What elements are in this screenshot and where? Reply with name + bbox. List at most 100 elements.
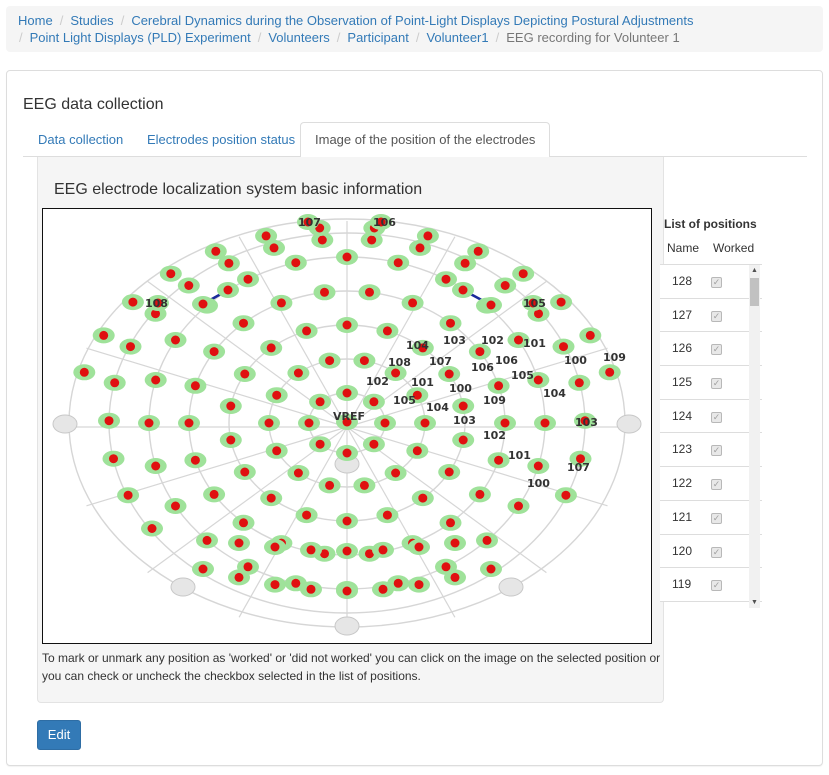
electrode-marker[interactable] <box>382 326 392 336</box>
worked-checkbox[interactable]: ✓ <box>711 411 722 423</box>
electrode-marker[interactable] <box>234 538 244 548</box>
electrode-marker[interactable] <box>414 542 424 552</box>
electrode-marker[interactable] <box>441 274 451 284</box>
electrode-marker[interactable] <box>342 417 352 427</box>
electrode-marker[interactable] <box>391 368 401 378</box>
breadcrumb-studies[interactable]: Studies <box>70 13 114 28</box>
tab-electrodes-position-status[interactable]: Electrodes position status <box>147 132 296 147</box>
electrode-marker[interactable] <box>393 258 403 268</box>
electrode-marker[interactable] <box>382 510 392 520</box>
electrode-marker[interactable] <box>272 390 282 400</box>
breadcrumb-volunteers[interactable]: Volunteers <box>268 30 330 45</box>
electrode-marker[interactable] <box>585 330 595 340</box>
electrode-marker[interactable] <box>500 281 510 290</box>
electrode-marker[interactable] <box>190 455 200 465</box>
electrode-marker[interactable] <box>79 367 89 377</box>
electrode-marker[interactable] <box>423 231 433 241</box>
electrode-marker[interactable] <box>144 418 154 428</box>
electrode-marker[interactable] <box>376 217 386 227</box>
electrode-marker[interactable] <box>342 388 352 398</box>
electrode-marker[interactable] <box>264 418 274 428</box>
electrode-marker[interactable] <box>412 390 422 400</box>
electrode-marker[interactable] <box>325 356 335 366</box>
electrode-map-image[interactable]: VREF 107 106 108 105 104 103 102 101 107 108 106 105… <box>42 208 652 644</box>
electrode-marker[interactable] <box>359 356 369 366</box>
worked-checkbox[interactable]: ✓ <box>711 512 722 524</box>
electrode-marker[interactable] <box>198 299 208 309</box>
electrode-marker[interactable] <box>317 235 327 245</box>
electrode-marker[interactable] <box>391 468 401 478</box>
electrode-marker[interactable] <box>412 446 422 456</box>
electrode-marker[interactable] <box>540 418 550 428</box>
electrode-marker[interactable] <box>234 572 244 582</box>
electrode-marker[interactable] <box>110 378 120 388</box>
electrode-marker[interactable] <box>211 246 221 256</box>
electrode-marker[interactable] <box>561 490 571 500</box>
electrode-marker[interactable] <box>342 516 352 526</box>
electrodes-group[interactable] <box>52 214 642 636</box>
electrode-marker[interactable] <box>494 455 504 465</box>
electrode-marker[interactable] <box>486 300 496 310</box>
electrode-marker[interactable] <box>494 381 504 391</box>
electrode-marker[interactable] <box>444 467 454 477</box>
electrode-marker[interactable] <box>151 461 161 471</box>
electrode-marker[interactable] <box>475 347 485 357</box>
electrode-marker[interactable] <box>190 381 200 391</box>
electrode-marker[interactable] <box>239 318 248 328</box>
reference-electrode[interactable] <box>52 414 78 434</box>
electrode-marker[interactable] <box>342 320 352 330</box>
electrode-marker[interactable] <box>415 243 425 253</box>
electrode-marker[interactable] <box>458 435 468 445</box>
electrode-marker[interactable] <box>171 335 180 345</box>
positions-list[interactable]: 128 ✓ 127 ✓ 126 ✓ 125 ✓ 124 ✓ 123 ✓ 122 ✓ 121 ✓ 120 ✓ 119 ✓ <box>660 264 762 608</box>
reference-electrode[interactable] <box>334 616 360 636</box>
electrode-marker[interactable] <box>534 309 543 319</box>
electrode-marker[interactable] <box>198 564 208 574</box>
electrode-marker[interactable] <box>559 342 568 352</box>
electrode-marker[interactable] <box>166 269 176 279</box>
electrode-marker[interactable] <box>171 501 180 511</box>
electrode-marker[interactable] <box>306 584 316 594</box>
electrode-marker[interactable] <box>261 231 271 241</box>
electrode-marker[interactable] <box>266 343 276 353</box>
electrode-marker[interactable] <box>320 549 329 559</box>
electrode-marker[interactable] <box>446 518 455 528</box>
electrode-marker[interactable] <box>533 375 543 385</box>
electrode-marker[interactable] <box>302 326 312 336</box>
scroll-down-icon[interactable]: ▼ <box>751 599 758 606</box>
electrode-marker[interactable] <box>153 298 163 308</box>
electrode-marker[interactable] <box>315 397 325 407</box>
electrode-marker[interactable] <box>365 287 374 297</box>
electrode-marker[interactable] <box>128 297 138 307</box>
electrode-marker[interactable] <box>378 584 388 594</box>
electrode-marker[interactable] <box>303 217 313 227</box>
electrode-marker[interactable] <box>126 342 135 352</box>
electrode-marker[interactable] <box>240 467 250 477</box>
tab-data-collection[interactable]: Data collection <box>38 132 124 147</box>
electrode-marker[interactable] <box>450 538 460 548</box>
electrode-marker[interactable] <box>473 246 483 256</box>
electrode-marker[interactable] <box>293 368 303 378</box>
electrode-marker[interactable] <box>272 446 282 456</box>
electrode-marker[interactable] <box>239 518 248 528</box>
electrode-marker[interactable] <box>320 287 329 297</box>
electrode-marker[interactable] <box>418 343 428 353</box>
electrode-marker[interactable] <box>209 489 219 499</box>
breadcrumb-study[interactable]: Cerebral Dynamics during the Observation… <box>131 13 694 28</box>
electrode-marker[interactable] <box>226 401 236 411</box>
electrode-marker[interactable] <box>365 549 374 559</box>
electrode-marker[interactable] <box>393 578 403 588</box>
electrode-marker[interactable] <box>514 335 523 345</box>
electrode-marker[interactable] <box>580 416 590 426</box>
electrode-marker[interactable] <box>304 418 314 428</box>
electrode-marker[interactable] <box>151 309 160 319</box>
electrode-marker[interactable] <box>123 490 133 500</box>
electrode-marker[interactable] <box>369 397 379 407</box>
electrode-marker[interactable] <box>450 572 460 582</box>
electrode-marker[interactable] <box>408 298 418 308</box>
electrode-marker[interactable] <box>291 578 301 588</box>
worked-checkbox[interactable]: ✓ <box>711 344 722 356</box>
electrode-marker[interactable] <box>460 258 470 268</box>
electrode-marker[interactable] <box>420 418 430 428</box>
